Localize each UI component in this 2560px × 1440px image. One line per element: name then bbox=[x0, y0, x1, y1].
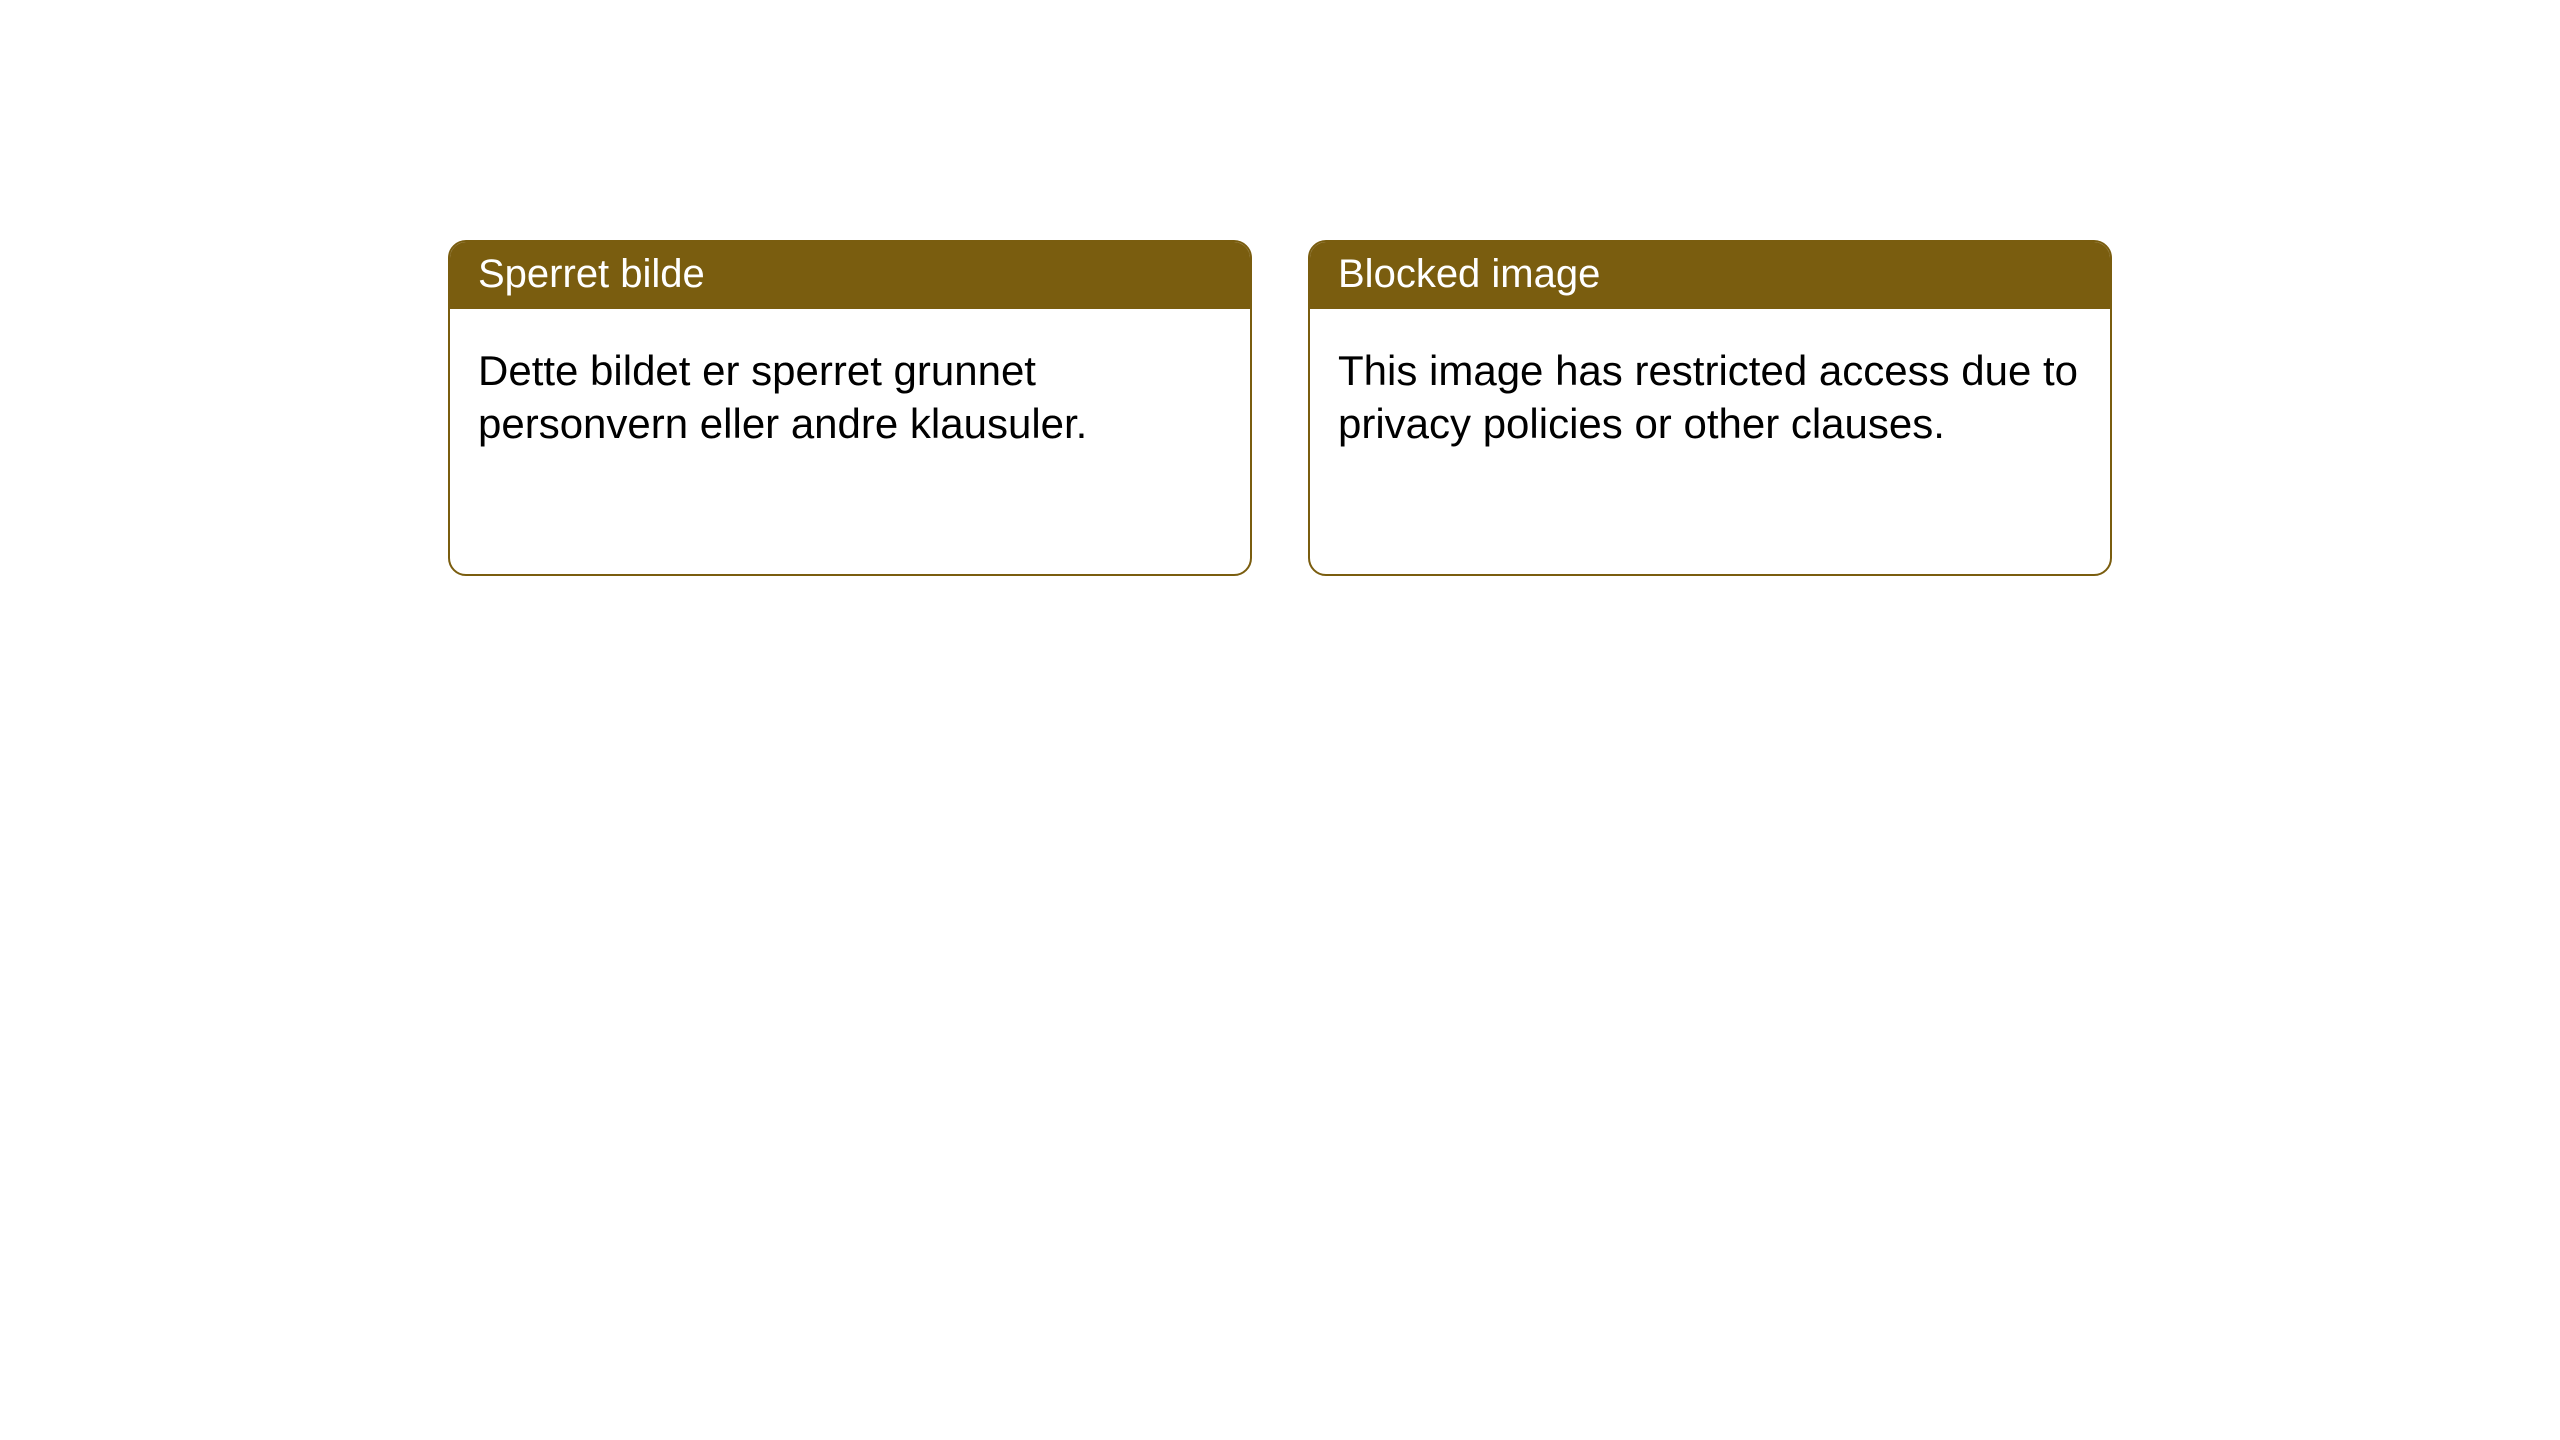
card-body-text: This image has restricted access due to … bbox=[1338, 347, 2078, 447]
card-norwegian: Sperret bilde Dette bildet er sperret gr… bbox=[448, 240, 1252, 576]
card-title: Blocked image bbox=[1338, 252, 1600, 296]
card-header: Sperret bilde bbox=[450, 242, 1250, 309]
card-body-text: Dette bildet er sperret grunnet personve… bbox=[478, 347, 1087, 447]
card-body: This image has restricted access due to … bbox=[1310, 309, 2110, 486]
card-english: Blocked image This image has restricted … bbox=[1308, 240, 2112, 576]
card-body: Dette bildet er sperret grunnet personve… bbox=[450, 309, 1250, 486]
cards-container: Sperret bilde Dette bildet er sperret gr… bbox=[448, 240, 2560, 576]
card-header: Blocked image bbox=[1310, 242, 2110, 309]
card-title: Sperret bilde bbox=[478, 252, 705, 296]
